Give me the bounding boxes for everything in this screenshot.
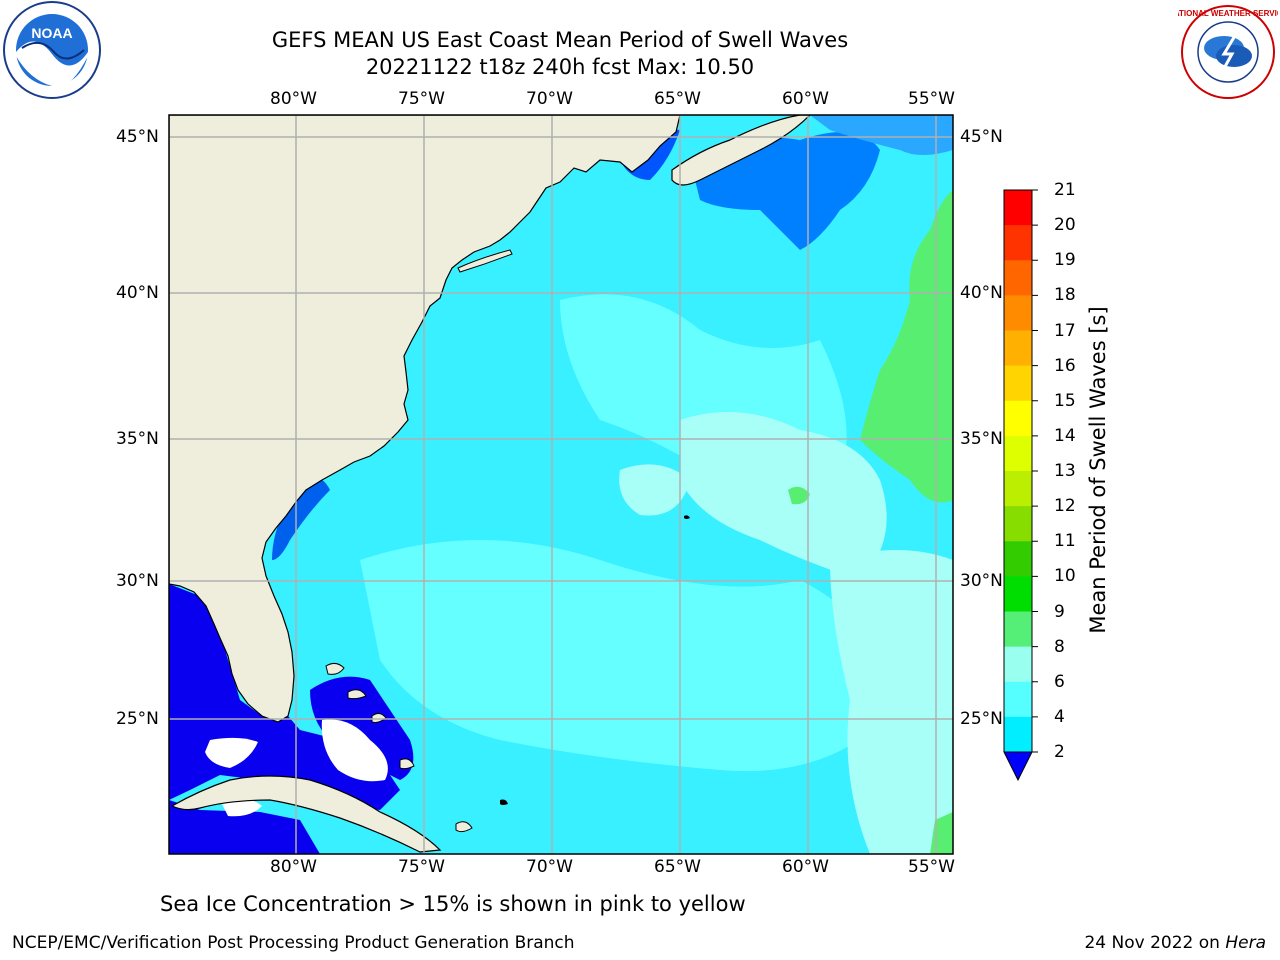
- colorbar-segment: [1004, 225, 1032, 261]
- map-grid: [169, 115, 953, 854]
- swell-patch-9-10: [788, 486, 810, 505]
- swell-band-below-2-caribbean: [169, 800, 320, 854]
- colorbar-tick-label: 4: [1054, 706, 1065, 727]
- lon-label: 70°W: [526, 857, 573, 877]
- lon-label: 60°W: [782, 89, 829, 109]
- lat-label: 25°N: [960, 709, 1003, 729]
- swell-band-8-9-center: [680, 412, 887, 580]
- credit-machine: Hera: [1225, 933, 1266, 953]
- colorbar-segment: [1004, 576, 1032, 612]
- land-small-island: [500, 799, 508, 805]
- lon-label: 70°W: [526, 89, 573, 109]
- colorbar-tick-label: 20: [1054, 215, 1076, 236]
- colorbar-tick-label: 10: [1054, 566, 1076, 587]
- colorbar-tick-label: 18: [1054, 285, 1076, 306]
- nws-logo-icon: NATIONAL WEATHER SERVICE: [1178, 5, 1278, 99]
- lon-label: 65°W: [654, 857, 701, 877]
- no-data-patch: [321, 719, 388, 782]
- lon-label: 75°W: [398, 857, 445, 877]
- colorbar-tick-label: 16: [1054, 355, 1076, 376]
- map-panel: [169, 115, 953, 854]
- map-frame: [168, 114, 954, 855]
- colorbar-segment: [1004, 471, 1032, 507]
- colorbar-segment: [1004, 295, 1032, 331]
- colorbar-segment: [1004, 716, 1032, 753]
- lat-label: 40°N: [960, 283, 1003, 303]
- land-cuba: [170, 775, 442, 853]
- colorbar-segment: [1004, 541, 1032, 577]
- lon-label: 80°W: [270, 89, 317, 109]
- land-long-island: [457, 249, 513, 273]
- swell-band-9-10-east: [860, 190, 953, 503]
- no-data-patch: [220, 798, 262, 817]
- swell-band-2-4-northeast: [810, 115, 953, 155]
- colorbar-segment: [1004, 506, 1032, 542]
- swell-patch-8-9: [619, 464, 690, 516]
- land-bahamas: [347, 689, 367, 700]
- colorbar-tick-label: 2: [1054, 742, 1065, 762]
- colorbar-tick-label: 9: [1054, 601, 1065, 622]
- no-data-patch: [205, 737, 258, 768]
- colorbar-tick-label: 17: [1054, 320, 1076, 341]
- land-hispaniola-edge: [455, 821, 473, 833]
- colorbar-tick-label: 13: [1054, 461, 1076, 481]
- colorbar-tick-label: 21: [1054, 180, 1076, 200]
- colorbar-tick-label: 15: [1054, 390, 1076, 411]
- lat-label: 35°N: [116, 429, 159, 449]
- title-line-2: 20221122 t18z 240h fcst Max: 10.50: [365, 55, 755, 79]
- land-bahamas: [371, 712, 387, 723]
- colorbar-extend-arrow: [1003, 751, 1033, 782]
- colorbar: [1003, 189, 1038, 782]
- colorbar-segment: [1004, 611, 1032, 648]
- credit-left: NCEP/EMC/Verification Post Processing Pr…: [12, 933, 575, 953]
- colorbar-tick-label: 19: [1054, 250, 1076, 271]
- colorbar-tick-label: 14: [1054, 425, 1076, 446]
- lon-label: 65°W: [654, 89, 701, 109]
- colorbar-segment: [1004, 260, 1032, 296]
- noaa-logo-icon: NOAA: [3, 1, 101, 99]
- lon-label: 80°W: [270, 857, 317, 877]
- swell-band-2-4-se-coast: [272, 476, 330, 560]
- lat-label: 30°N: [960, 571, 1003, 591]
- lat-label: 35°N: [960, 429, 1003, 449]
- colorbar-segment: [1004, 365, 1032, 402]
- colorbar-tick-label: 11: [1054, 531, 1076, 552]
- lon-label: 55°W: [908, 857, 955, 877]
- colorbar-segment: [1004, 400, 1032, 437]
- colorbar-tick-label: 8: [1054, 636, 1065, 657]
- lat-label: 25°N: [116, 709, 159, 729]
- lat-label: 40°N: [116, 283, 159, 303]
- land-bahamas: [399, 758, 415, 770]
- colorbar-label-text: Mean Period of Swell Waves [s]: [1086, 306, 1110, 634]
- colorbar-segment: [1004, 330, 1032, 367]
- lat-label: 30°N: [116, 571, 159, 591]
- title-line-1: GEFS MEAN US East Coast Mean Period of S…: [271, 28, 849, 52]
- colorbar-segment: [1004, 435, 1032, 472]
- colorbar-tick-label: 6: [1054, 671, 1065, 692]
- lon-label: 55°W: [908, 89, 955, 109]
- colorbar-segment: [1004, 681, 1032, 718]
- lon-label: 60°W: [782, 857, 829, 877]
- land-bahamas: [325, 662, 345, 675]
- credit-date: 24 Nov 2022 on: [1084, 933, 1226, 953]
- credit-right: 24 Nov 2022 on Hera: [1084, 933, 1266, 953]
- lat-label: 45°N: [960, 127, 1003, 147]
- lon-label: 75°W: [398, 89, 445, 109]
- land-bermuda: [684, 515, 690, 519]
- colorbar-tick-label: 12: [1054, 496, 1076, 517]
- land-nova-scotia: [671, 115, 811, 186]
- noaa-logo-text: NOAA: [31, 25, 72, 41]
- colorbar-segment: [1004, 190, 1032, 226]
- nws-logo-text: NATIONAL WEATHER SERVICE: [1178, 9, 1278, 18]
- colorbar-segment: [1004, 646, 1032, 683]
- sea-ice-note: Sea Ice Concentration > 15% is shown in …: [160, 892, 746, 916]
- swell-band-6-8-south: [360, 540, 900, 772]
- swell-band-8-9-east: [830, 550, 953, 854]
- lat-label: 45°N: [116, 127, 159, 147]
- swell-band-below-2-bahamas: [310, 676, 414, 780]
